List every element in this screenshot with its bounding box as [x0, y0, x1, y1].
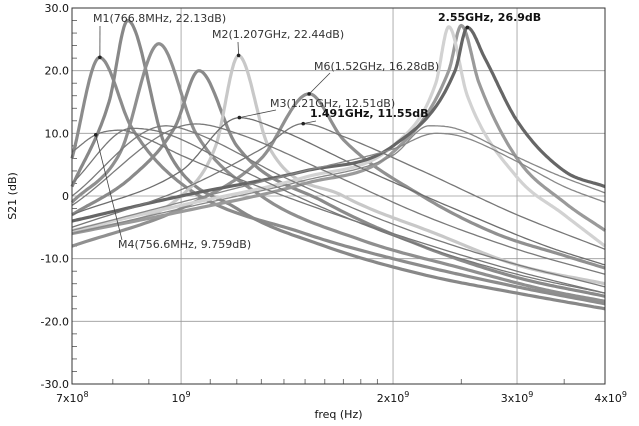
- series-line-14: [71, 117, 606, 266]
- marker-point: [93, 133, 98, 137]
- marker-leader: [308, 72, 331, 95]
- series-line-11: [71, 127, 606, 294]
- series-line-1: [70, 55, 606, 306]
- series-line-10: [71, 129, 606, 294]
- marker-label: 2.55GHz, 26.9dB: [438, 11, 541, 24]
- x-tick-label: 109: [172, 390, 191, 405]
- marker-leader: [303, 120, 317, 125]
- y-tick-label: 30.0: [45, 2, 70, 15]
- marker-point: [301, 121, 306, 126]
- series-line-8: [71, 25, 606, 248]
- plot-frame: [71, 7, 606, 385]
- y-tick-label: 10.0: [45, 127, 70, 140]
- series-group: [70, 18, 606, 311]
- marker-label: M1(766.8MHz, 22.13dB): [93, 12, 226, 25]
- series-line-17: [71, 125, 606, 235]
- series-line-13: [71, 123, 606, 275]
- x-tick-label: 3x109: [501, 390, 534, 405]
- y-tick-labels: -30.0 -20.0 -10.0 0 10.0 20.0 30.0: [41, 2, 69, 391]
- marker-label: M6(1.52GHz, 16.28dB): [314, 60, 439, 73]
- marker-label: M3(1.21GHz, 12.51dB): [270, 97, 395, 110]
- series-line-15: [71, 122, 606, 250]
- x-tick-label: 4x109: [594, 390, 627, 405]
- series-line-12: [71, 125, 606, 288]
- x-tick-label: 7x108: [56, 390, 89, 405]
- y-tick-label: -30.0: [41, 378, 69, 391]
- series-line-16: [71, 132, 606, 232]
- marker-label: 1.491GHz, 11.55dB: [310, 107, 429, 120]
- y-tick-label: 0: [62, 190, 69, 203]
- marker-point: [98, 55, 102, 60]
- y-tick-label: 20.0: [45, 65, 70, 78]
- marker-point: [237, 115, 242, 120]
- y-tick-label: -10.0: [41, 253, 69, 266]
- series-line-4: [71, 69, 606, 298]
- marker-group: M1(766.8MHz, 22.13dB) M2(1.207GHz, 22.44d…: [93, 11, 541, 251]
- x-tick-labels: 7x108 109 2x109 3x109 4x109: [56, 390, 627, 405]
- x-axis-label: freq (Hz): [314, 408, 362, 421]
- marker-leader: [237, 41, 240, 56]
- y-tick-label: -20.0: [41, 315, 69, 328]
- y-axis-label: S21 (dB): [6, 172, 19, 220]
- marker-point: [307, 92, 311, 96]
- marker-point: [465, 25, 470, 30]
- marker-label: M2(1.207GHz, 22.44dB): [212, 28, 344, 41]
- marker-label: M4(756.6MHz, 9.759dB): [118, 238, 251, 251]
- x-tick-label: 2x109: [377, 390, 410, 405]
- marker-leader: [239, 109, 277, 118]
- marker-leader: [95, 134, 123, 241]
- marker-point: [236, 53, 241, 58]
- series-line-9: [71, 25, 606, 223]
- series-line-2: [70, 18, 606, 311]
